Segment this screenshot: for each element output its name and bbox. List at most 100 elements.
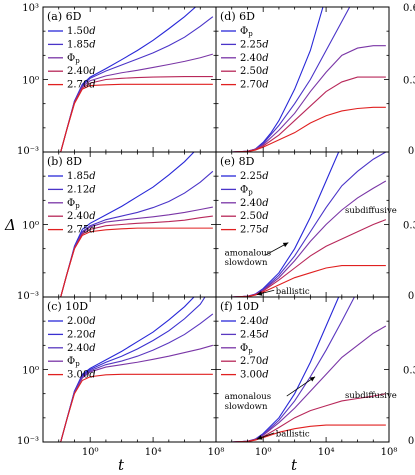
y-tick-label-c-1: 10⁰ [22, 366, 39, 377]
legend-unit-a-3: d [89, 66, 95, 77]
legend-value-c-4: 3.00 [67, 370, 89, 381]
legend-unit-d-4: d [262, 80, 268, 91]
legend-value-f-0: 2.40 [240, 316, 262, 327]
panel-title-c: (c) 10D [47, 300, 88, 313]
legend-entry-a-2: Φp [67, 53, 80, 65]
legend-value-d-4: 2.70 [240, 80, 262, 91]
series-line-a-4 [60, 83, 213, 152]
annotation-arrow-head-f-1 [256, 435, 263, 440]
legend-unit-a-4: d [89, 80, 95, 91]
legend-value-e-3: 2.50 [240, 211, 262, 222]
annotation-e-1: amonalous [225, 248, 271, 258]
legend-entry-f-1: 2.45d [240, 329, 269, 340]
panel-title-d: (d) 6D [220, 10, 255, 23]
legend-entry-b-1: 2.12d [67, 184, 96, 195]
legend-value-d-0: Φ [240, 26, 248, 37]
y-tick-label-f-1: 0.3 [403, 366, 415, 377]
legend-entry-b-3: 2.40d [67, 211, 96, 222]
legend-unit-d-3: d [262, 66, 268, 77]
x-tick-label-f-2: 10⁸ [381, 447, 398, 458]
legend-entry-b-2: Φp [67, 198, 80, 210]
series-line-c-3 [60, 344, 214, 442]
legend-unit-b-1: d [89, 184, 95, 195]
annotation-f-0: subdiffusive [345, 391, 397, 401]
legend-entry-d-1: 2.25d [240, 39, 269, 50]
annotation-f-1: amonalous [225, 392, 271, 402]
series-line-b-2 [60, 206, 213, 297]
y-tick-label-f-0: 0 [408, 436, 414, 447]
legend-unit-e-2: d [262, 198, 268, 209]
panel-a-series [60, 7, 214, 152]
legend-value-e-4: 2.75 [240, 225, 262, 236]
legend-subscript-c-3: p [75, 360, 80, 368]
legend-value-a-0: 1.50 [67, 26, 89, 37]
y-axis-label: Δ [4, 216, 16, 234]
legend-subscript-b-2: p [75, 202, 80, 210]
legend-value-a-1: 1.85 [67, 39, 89, 50]
legend-value-d-3: 2.50 [240, 66, 262, 77]
legend-value-f-1: 2.45 [240, 329, 262, 340]
y-tick-label-a-2: 10⁻³ [17, 146, 39, 157]
legend-entry-c-0: 2.00d [67, 316, 96, 327]
legend-unit-b-4: d [89, 225, 95, 236]
series-line-c-4 [60, 373, 213, 442]
legend-value-f-3: 2.70 [240, 356, 262, 367]
legend-unit-e-4: d [262, 225, 268, 236]
y-tick-label-d-0: 0 [408, 146, 414, 157]
x-tick-label-c-1: 10⁴ [145, 447, 162, 458]
y-tick-label-c-2: 10⁻³ [17, 436, 39, 447]
legend-unit-e-0: d [262, 171, 268, 182]
y-tick-label-a-0: 10³ [22, 3, 39, 14]
legend-value-a-4: 2.70 [67, 80, 89, 91]
legend-entry-e-1: Φp [240, 184, 253, 196]
legend-value-b-0: 1.85 [67, 171, 89, 182]
legend-entry-b-0: 1.85d [67, 171, 96, 182]
panel-title-e: (e) 8D [220, 155, 255, 168]
legend-entry-a-3: 2.40d [67, 66, 96, 77]
annotation-arrow-head-e-0 [282, 242, 289, 248]
legend-value-e-1: Φ [240, 184, 248, 195]
annotation-f-3: ballistic [276, 430, 310, 440]
legend-value-f-2: Φ [240, 343, 248, 354]
panel-b-series [60, 152, 214, 297]
legend-value-c-0: 2.00 [67, 316, 89, 327]
legend-entry-a-1: 1.85d [67, 39, 96, 50]
annotation-e-2: slowdown [225, 258, 268, 268]
x-axis-label-left: t [118, 456, 125, 474]
series-line-f-4 [231, 424, 386, 442]
panel-c-series [60, 297, 214, 442]
legend-entry-f-4: 3.00d [240, 370, 269, 381]
x-tick-label-c-0: 10⁰ [82, 447, 99, 458]
y-tick-label-b-2: 10⁻³ [17, 291, 39, 302]
panel-title-b: (b) 8D [47, 155, 82, 168]
legend-value-c-3: Φ [67, 356, 75, 367]
y-tick-label-e-1: 0.3 [403, 221, 415, 232]
legend-unit-c-0: d [89, 316, 95, 327]
legend-value-f-4: 3.00 [240, 370, 262, 381]
legend-unit-f-0: d [262, 316, 268, 327]
panel-title-a: (a) 6D [47, 10, 82, 23]
legend-entry-a-0: 1.50d [67, 26, 96, 37]
annotation-arrow-line-f-0 [286, 376, 316, 397]
series-line-e-4 [231, 265, 386, 297]
legend-unit-b-3: d [89, 211, 95, 222]
legend-unit-d-1: d [262, 39, 268, 50]
legend-value-d-1: 2.25 [240, 39, 262, 50]
legend-entry-e-4: 2.75d [240, 225, 269, 236]
panel-title-f: (f) 10D [220, 300, 259, 313]
annotation-arrow-head-e-1 [256, 291, 263, 296]
series-line-b-4 [60, 227, 213, 297]
legend-unit-a-0: d [89, 26, 95, 37]
y-tick-label-d-2: 0.6 [403, 3, 415, 14]
legend-value-a-3: 2.40 [67, 66, 89, 77]
x-tick-label-f-1: 10⁴ [318, 447, 335, 458]
legend-unit-f-4: d [262, 370, 268, 381]
x-axis-label-right: t [291, 456, 298, 474]
legend-entry-d-2: 2.40d [240, 53, 269, 64]
x-tick-label-c-2: 10⁸ [208, 447, 225, 458]
annotation-f-2: slowdown [225, 402, 268, 412]
legend-unit-c-2: d [89, 343, 95, 354]
legend-entry-c-3: Φp [67, 356, 80, 368]
